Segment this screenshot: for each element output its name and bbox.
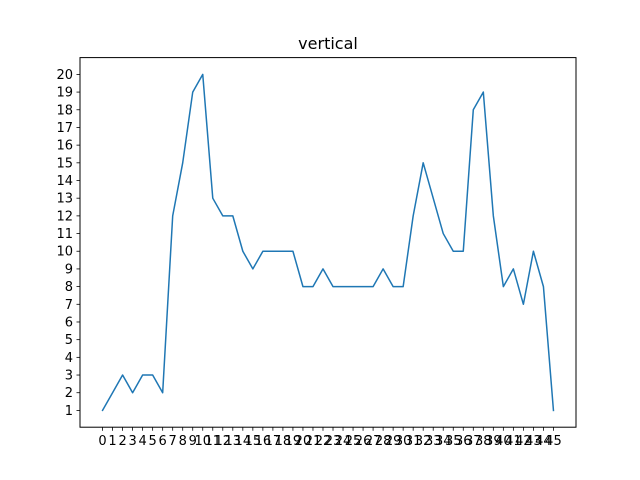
y-tick-label: 15 — [56, 156, 73, 171]
x-tick-label: 18 — [275, 434, 292, 449]
x-tick-label: 7 — [169, 434, 177, 449]
x-tick-label: 40 — [495, 434, 512, 449]
y-tick-label: 2 — [65, 386, 73, 401]
x-tick-label: 27 — [365, 434, 382, 449]
x-tick-label: 15 — [245, 434, 262, 449]
x-tick-label: 24 — [335, 434, 352, 449]
x-tick-label: 25 — [345, 434, 362, 449]
x-tick-label: 10 — [194, 434, 211, 449]
y-tick-label: 12 — [56, 209, 73, 224]
x-tick-label: 4 — [138, 434, 146, 449]
plot-frame — [79, 57, 577, 428]
x-tick-label: 22 — [315, 434, 332, 449]
x-tick-label: 9 — [189, 434, 197, 449]
y-tick-label: 7 — [65, 298, 73, 313]
series-layer — [101, 73, 555, 412]
x-tick-label: 33 — [425, 434, 442, 449]
series-line-0 — [101, 73, 555, 412]
x-tick-label: 1 — [108, 434, 116, 449]
y-tick-label: 20 — [56, 68, 73, 83]
x-axis: 0 1 2 3 4 5 6 7 8 9101112131415161718192021222324… — [98, 427, 562, 449]
x-tick-label: 37 — [465, 434, 482, 449]
x-tick-label: 23 — [325, 434, 342, 449]
x-tick-label: 30 — [395, 434, 412, 449]
x-tick-label: 44 — [535, 434, 552, 449]
x-tick-label: 8 — [179, 434, 187, 449]
x-tick-label: 20 — [295, 434, 312, 449]
x-tick-label: 21 — [305, 434, 322, 449]
x-tick-label: 31 — [405, 434, 422, 449]
x-tick-label: 35 — [445, 434, 462, 449]
x-tick-label: 38 — [475, 434, 492, 449]
y-tick-label: 19 — [56, 86, 73, 101]
x-tick-label: 14 — [235, 434, 252, 449]
x-tick-label: 13 — [225, 434, 242, 449]
x-tick-label: 42 — [515, 434, 532, 449]
y-tick-label: 14 — [56, 174, 73, 189]
x-tick-label: 17 — [265, 434, 282, 449]
y-tick-label: 4 — [65, 351, 73, 366]
y-tick-label: 6 — [65, 315, 73, 330]
x-tick-label: 28 — [375, 434, 392, 449]
x-tick-label: 11 — [204, 434, 221, 449]
x-tick-label: 6 — [159, 434, 167, 449]
y-tick-label: 16 — [56, 139, 73, 154]
x-tick-label: 26 — [355, 434, 372, 449]
y-tick-label: 5 — [65, 333, 73, 348]
x-tick-label: 0 — [98, 434, 106, 449]
y-tick-label: 8 — [65, 280, 73, 295]
y-tick-label: 10 — [56, 245, 73, 260]
x-tick-label: 36 — [455, 434, 472, 449]
y-tick-label: 17 — [56, 121, 73, 136]
x-tick-label: 29 — [385, 434, 402, 449]
x-tick-label: 41 — [505, 434, 522, 449]
y-tick-label: 11 — [56, 227, 73, 242]
y-tick-label: 3 — [65, 369, 73, 384]
y-tick-label: 1 — [65, 404, 73, 419]
x-tick-label: 39 — [485, 434, 502, 449]
y-tick-label: 13 — [56, 192, 73, 207]
x-tick-label: 45 — [545, 434, 562, 449]
x-tick-label: 16 — [255, 434, 272, 449]
chart-title: vertical — [298, 34, 358, 53]
x-tick-label: 3 — [128, 434, 136, 449]
x-tick-label: 32 — [415, 434, 432, 449]
x-tick-label: 43 — [525, 434, 542, 449]
y-tick-label: 18 — [56, 103, 73, 118]
x-tick-label: 2 — [118, 434, 126, 449]
x-tick-label: 19 — [285, 434, 302, 449]
x-tick-label: 5 — [149, 434, 157, 449]
x-tick-label: 34 — [435, 434, 452, 449]
x-tick-label: 12 — [215, 434, 232, 449]
y-tick-label: 9 — [65, 262, 73, 277]
